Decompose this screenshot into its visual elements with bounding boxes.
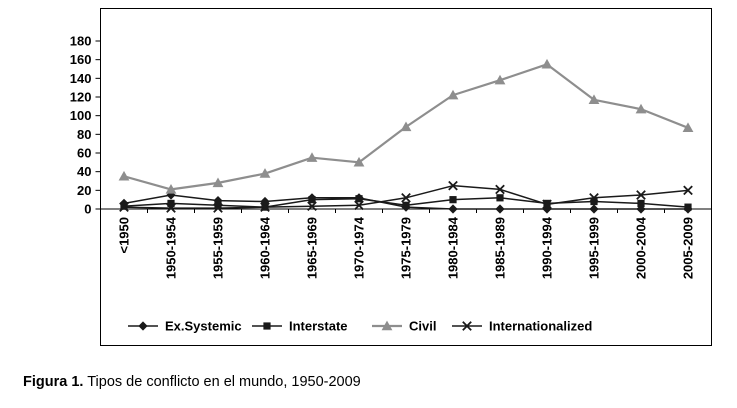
figure-caption-text: Tipos de conflicto en el mundo, 1950-200… [87,374,361,390]
x-marker [213,203,223,213]
x-marker [401,192,411,203]
triangle-marker [541,58,553,69]
x-axis-label: 1970-1974 [352,216,367,279]
x-axis-label: 2000-2004 [634,216,649,279]
legend-item-civil: Civil [372,319,436,334]
triangle-marker [165,184,177,194]
square-marker [214,201,222,209]
x-marker [636,190,646,200]
diamond-marker [589,204,599,214]
legend-item-interstate: Interstate [252,319,348,334]
y-axis-label: 120 [70,90,92,105]
x-axis-label: 1965-1969 [305,217,320,279]
triangle-marker [381,320,393,331]
y-axis-label: 160 [70,52,92,67]
x-marker [462,321,472,331]
square-marker [308,196,316,204]
x-axis-label: 1950-1954 [164,216,179,279]
y-axis-label: 20 [77,183,91,198]
x-axis-label: 1985-1989 [493,217,508,279]
x-axis-label: 1990-1994 [540,216,555,279]
square-marker [496,194,504,202]
x-axis-label: 1980-1984 [446,216,461,279]
y-axis-label: 40 [77,164,91,179]
triangle-marker [353,156,365,167]
x-marker [119,202,129,212]
x-marker [542,199,552,210]
legend-label-interstate: Interstate [289,319,348,334]
legend: Ex.Systemic Interstate Civil Internationali… [128,319,592,334]
legend-item-ex-systemic: Ex.Systemic [128,319,242,334]
conflict-types-line-chart: 0 20 40 60 80 100 120 140 160 180 <1950 1950-1954 19… [70,8,712,346]
series-civil [118,58,694,194]
triangle-marker [588,94,600,104]
triangle-marker [212,177,224,188]
triangle-marker [494,74,506,85]
square-marker [167,199,175,207]
x-axis-label: 1995-1999 [587,217,602,279]
x-marker [166,203,176,213]
x-marker [448,180,458,191]
square-marker [684,203,692,211]
square-marker [590,197,598,206]
legend-label-civil: Civil [409,319,436,334]
figure-caption: Figura 1. Tipos de conflicto en el mundo… [23,374,361,390]
figure-caption-label: Figura 1. [23,374,84,390]
y-axis-label: 0 [84,202,91,217]
square-marker [263,322,271,330]
x-axis-label: 1960-1964 [258,216,273,279]
triangle-marker [635,103,647,114]
y-axis-label: 140 [70,71,92,86]
x-marker [260,202,270,212]
triangle-marker [259,168,271,178]
y-axis-label: 180 [70,34,92,49]
y-axis-label: 100 [70,108,92,123]
square-marker [355,195,363,203]
square-marker [637,199,645,207]
diamond-marker [448,204,458,214]
diamond-marker [138,321,148,331]
legend-label-internationalized: Internationalized [489,319,592,334]
x-marker [354,200,364,211]
legend-item-internationalized: Internationalized [452,319,592,334]
x-axis-label: <1950 [117,217,132,254]
square-marker [449,196,457,204]
square-marker [402,201,410,209]
series-internationalized [119,180,693,213]
x-marker [589,192,599,203]
triangle-marker [118,170,130,181]
axes: 0 20 40 60 80 100 120 140 160 180 <1950 1950-1954 19… [70,34,712,279]
y-axis-label: 60 [77,146,91,161]
x-axis-label: 2005-2009 [681,217,696,279]
x-axis-label: 1975-1979 [399,217,414,279]
y-axis-label: 80 [77,127,91,142]
plot-frame [100,8,712,346]
x-axis-label: 1955-1959 [211,217,226,279]
legend-label-ex-systemic: Ex.Systemic [165,319,242,334]
triangle-marker [682,122,694,132]
triangle-marker [400,121,412,132]
triangle-marker [306,152,318,162]
x-marker [683,185,693,196]
triangle-marker [447,89,459,100]
x-marker [495,184,505,195]
x-marker [307,201,317,212]
diamond-marker [495,204,505,214]
figure-chart: 0 20 40 60 80 100 120 140 160 180 <1950 1950-1954 19… [70,8,712,346]
